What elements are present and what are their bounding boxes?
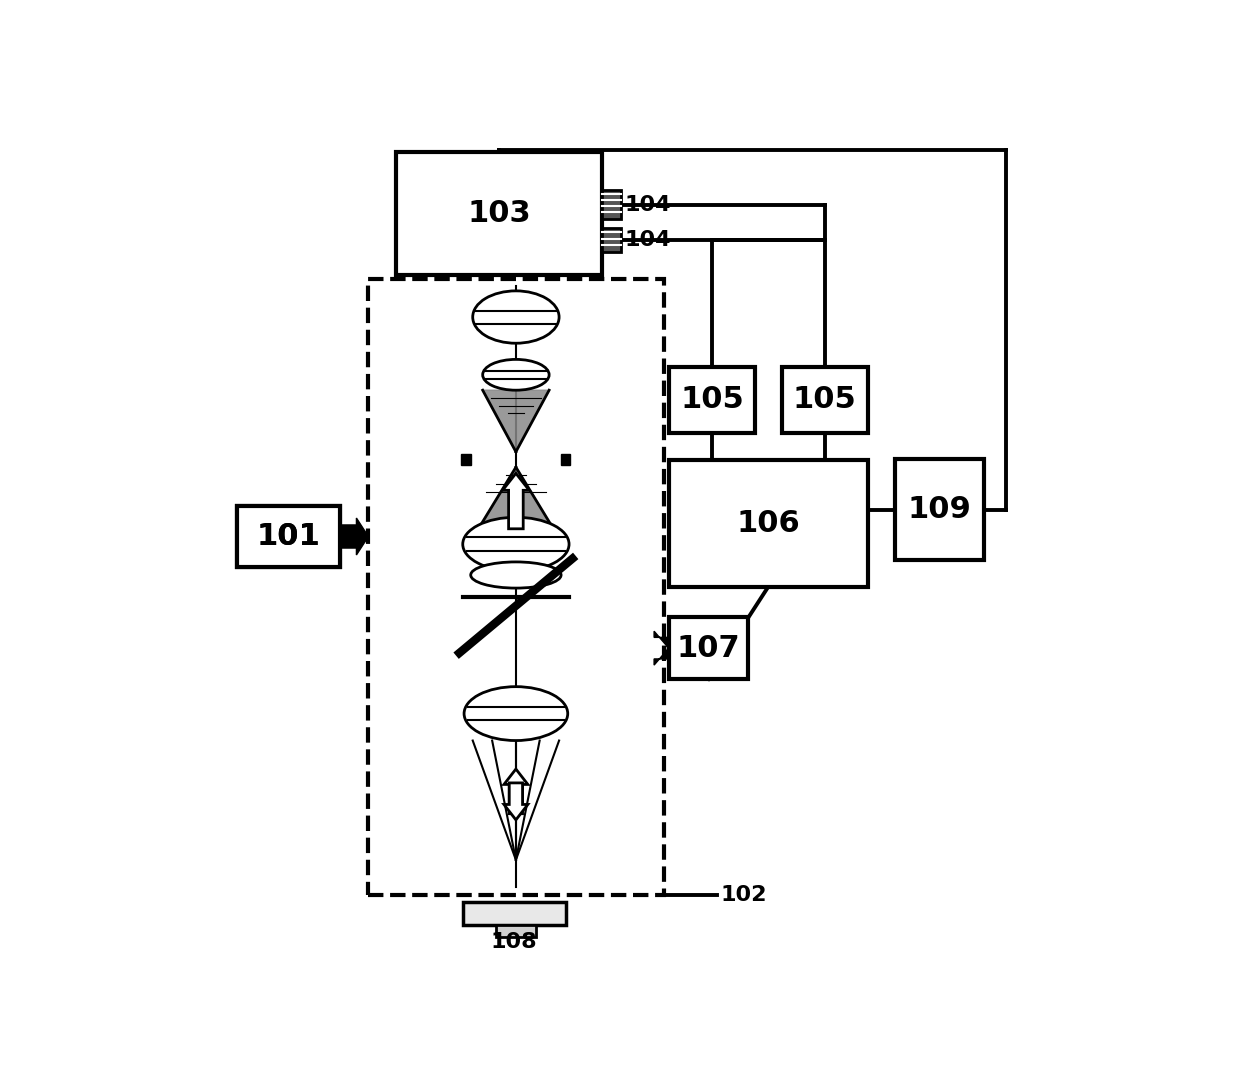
Text: 107: 107 xyxy=(677,633,740,662)
Bar xyxy=(496,926,536,937)
Text: 105: 105 xyxy=(680,385,744,414)
Text: 105: 105 xyxy=(794,385,857,414)
Polygon shape xyxy=(340,518,368,555)
Text: 104: 104 xyxy=(624,195,671,215)
Polygon shape xyxy=(461,454,471,464)
Bar xyxy=(463,902,565,926)
Text: 109: 109 xyxy=(908,495,971,524)
Bar xyxy=(603,190,621,219)
Polygon shape xyxy=(503,783,528,820)
Ellipse shape xyxy=(464,687,568,740)
Text: 106: 106 xyxy=(737,508,800,537)
Polygon shape xyxy=(502,473,529,529)
Text: 102: 102 xyxy=(720,885,768,904)
Bar xyxy=(237,506,340,567)
Polygon shape xyxy=(482,391,549,452)
Bar xyxy=(894,459,985,560)
Bar xyxy=(668,617,749,679)
Ellipse shape xyxy=(463,517,569,571)
Bar xyxy=(237,506,340,567)
Text: 104: 104 xyxy=(624,230,671,250)
Text: 103: 103 xyxy=(467,199,531,228)
Bar xyxy=(668,367,755,432)
Bar xyxy=(781,367,868,432)
Bar xyxy=(397,152,603,275)
Polygon shape xyxy=(476,468,556,533)
Ellipse shape xyxy=(471,562,560,588)
Polygon shape xyxy=(560,454,570,464)
Ellipse shape xyxy=(482,360,549,391)
Text: 101: 101 xyxy=(257,522,320,551)
Polygon shape xyxy=(655,631,668,666)
Text: 108: 108 xyxy=(491,932,537,951)
Bar xyxy=(603,229,621,251)
Bar xyxy=(668,459,868,586)
Ellipse shape xyxy=(472,291,559,343)
Polygon shape xyxy=(503,769,528,813)
Bar xyxy=(368,278,665,895)
Text: 101: 101 xyxy=(257,522,320,551)
